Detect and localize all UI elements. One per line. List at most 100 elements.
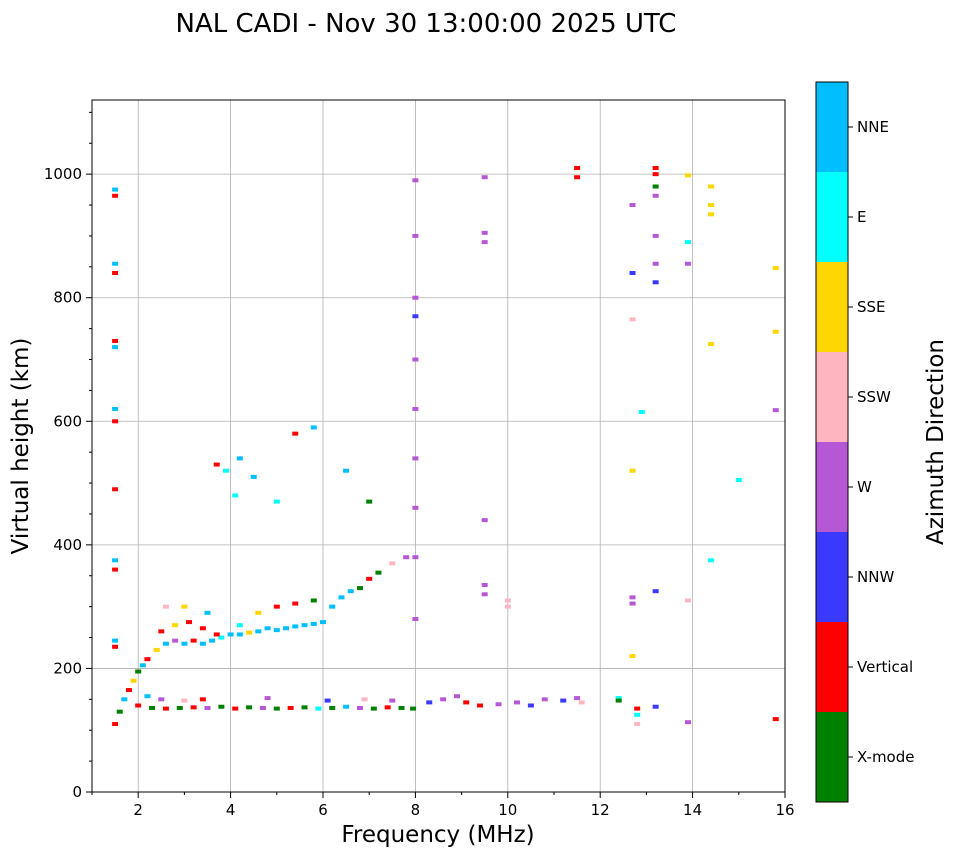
plot-frame [91, 99, 786, 793]
echo-point [310, 621, 317, 626]
x-tick-label: 4 [226, 801, 236, 819]
echo-point [481, 592, 488, 597]
colorbar-segment [816, 532, 848, 622]
plot-background [92, 100, 785, 792]
echo-point [652, 704, 659, 709]
echo-point [343, 704, 350, 709]
x-tick-label: 10 [498, 801, 517, 819]
echo-point [615, 698, 622, 703]
echo-point [481, 240, 488, 245]
echo-point [250, 474, 257, 479]
x-tick-label: 12 [591, 801, 610, 819]
echo-point [481, 175, 488, 180]
y-axis-ticks: 0 200 400 600 800 1000 [44, 111, 92, 801]
echo-point [144, 657, 151, 662]
echo-point [338, 595, 345, 600]
echo-point [708, 342, 715, 347]
echo-point [112, 345, 119, 350]
echo-point [264, 696, 271, 701]
echo-point [574, 696, 581, 701]
echo-point [615, 696, 622, 701]
echo-point [356, 705, 363, 710]
echo-point [384, 705, 391, 710]
colorbar-tick-label: SSE [857, 298, 886, 316]
echo-point [527, 703, 534, 708]
echo-point [638, 410, 645, 415]
echo-point [578, 700, 585, 705]
echo-point [172, 638, 179, 643]
echo-point [301, 705, 308, 710]
echo-point [652, 184, 659, 189]
echo-point [149, 705, 156, 710]
echo-point [209, 638, 216, 643]
echo-point [634, 712, 641, 717]
echo-point [112, 271, 119, 275]
echo-point [629, 601, 636, 606]
echo-point [144, 694, 151, 699]
echo-point [440, 697, 447, 702]
echo-point [347, 589, 354, 594]
echo-point [629, 203, 636, 208]
echo-point [634, 706, 641, 711]
colorbar-frame [815, 81, 849, 803]
echo-point [292, 624, 299, 629]
echo-point [301, 623, 308, 628]
colorbar-tick-label: Vertical [857, 658, 913, 676]
echo-point [389, 698, 396, 703]
echo-point [412, 314, 419, 319]
colorbar-segment [816, 712, 848, 802]
echo-point [629, 654, 636, 659]
echo-point [310, 598, 317, 603]
echo-point [162, 641, 169, 646]
x-axis-label: Frequency (MHz) [341, 822, 534, 848]
echo-point [255, 629, 262, 634]
echo-point [181, 604, 188, 609]
echo-point [292, 601, 299, 606]
echo-point [246, 705, 253, 710]
echo-point [218, 635, 225, 640]
echo-point [412, 505, 419, 510]
x-tick-label: 2 [133, 801, 143, 819]
echo-point [574, 165, 581, 170]
echo-point [199, 641, 206, 646]
y-axis-label: Virtual height (km) [8, 338, 34, 555]
echo-point [412, 617, 419, 621]
echo-point [181, 698, 188, 703]
echo-point [232, 706, 239, 711]
echo-point [772, 717, 779, 722]
echo-point [112, 487, 119, 492]
echo-point [112, 419, 119, 424]
echo-point [504, 598, 511, 603]
colorbar-tick-label: NNW [857, 568, 894, 586]
echo-point [684, 240, 691, 245]
echo-point [158, 697, 165, 702]
echo-point [370, 706, 377, 711]
echo-point [481, 518, 488, 523]
echo-point [389, 561, 396, 566]
echo-point [772, 266, 779, 271]
echo-point [112, 338, 119, 343]
y-tick-label: 400 [53, 536, 82, 554]
echo-point [190, 705, 197, 710]
echo-point [560, 698, 567, 703]
echo-point [121, 697, 128, 702]
echo-point [190, 638, 197, 643]
echo-point [356, 586, 363, 591]
echo-point [227, 632, 234, 637]
echo-point [343, 468, 350, 473]
echo-point [426, 700, 433, 705]
y-tick-label: 0 [72, 783, 82, 801]
echo-point [125, 688, 132, 693]
echo-point [273, 604, 280, 609]
echo-point [112, 406, 119, 411]
echo-point [329, 705, 336, 710]
echo-point [218, 704, 225, 709]
echo-point [130, 678, 137, 683]
echo-point [684, 598, 691, 603]
echo-point [412, 178, 419, 183]
echo-point [292, 431, 299, 436]
echo-point [684, 720, 691, 725]
echo-point [135, 703, 142, 708]
echo-point [481, 583, 488, 588]
echo-point [410, 706, 417, 711]
